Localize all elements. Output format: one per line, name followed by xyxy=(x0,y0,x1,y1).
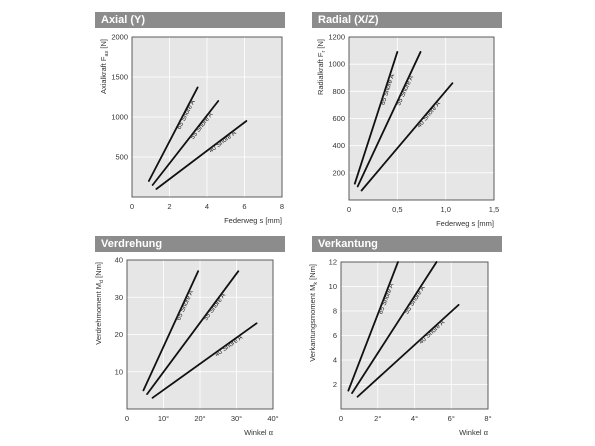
x-tick-label: 30° xyxy=(231,414,242,423)
y-tick-label: 10 xyxy=(115,367,123,376)
y-tick-label: 500 xyxy=(115,153,128,162)
plot-border xyxy=(340,261,489,410)
y-tick-label: 30 xyxy=(115,293,123,302)
chart-panel-verdrehung: Verdrehung 0 10° 20° 30° 40° 10 20 30 40 Winkel α… xyxy=(94,236,285,444)
x-tick-label: 0 xyxy=(347,205,351,214)
y-tick-label: 4 xyxy=(333,356,337,365)
x-tick-label: 1,5 xyxy=(489,205,499,214)
y-tick-label: 400 xyxy=(332,141,345,150)
y-axis-title: Radialkraft Fr [N] xyxy=(316,39,327,95)
y-axis-title: Verkantungsmoment Mk [Nm] xyxy=(308,264,319,362)
x-tick-label: 20° xyxy=(194,414,205,423)
x-tick-label: 4° xyxy=(411,414,418,423)
series-line xyxy=(146,270,240,396)
y-tick-label: 1000 xyxy=(328,60,345,69)
chart-title: Axial (Y) xyxy=(95,12,285,28)
y-tick-label: 12 xyxy=(329,258,337,267)
x-axis-title: Federweg s [mm] xyxy=(224,216,282,225)
plot-border xyxy=(131,36,283,198)
x-tick-label: 0 xyxy=(130,202,134,211)
y-tick-label: 40 xyxy=(115,256,123,265)
chart-title: Radial (X/Z) xyxy=(312,12,502,28)
x-tick-label: 6 xyxy=(242,202,246,211)
x-tick-label: 40° xyxy=(267,414,278,423)
series-line xyxy=(351,261,438,394)
y-tick-label: 2 xyxy=(333,380,337,389)
chart-panel-axial: Axial (Y) 0 2 4 6 8 500 1000 1500 2000 Federweg s… xyxy=(95,12,285,226)
x-tick-label: 4 xyxy=(205,202,209,211)
series-line xyxy=(151,322,258,399)
chart-plot: 0 2° 4° 6° 8° 2 4 6 8 10 12 Winkel α Verkantungsmome… xyxy=(308,258,492,438)
x-tick-label: 0 xyxy=(339,414,343,423)
y-tick-label: 800 xyxy=(332,87,345,96)
series-line xyxy=(353,51,399,185)
series-line xyxy=(155,120,248,190)
y-tick-label: 600 xyxy=(332,114,345,123)
x-tick-label: 1,0 xyxy=(440,205,450,214)
y-tick-label: 10 xyxy=(329,282,337,291)
series-line xyxy=(151,100,220,186)
x-tick-label: 2 xyxy=(167,202,171,211)
chart-title: Verdrehung xyxy=(95,236,285,252)
y-tick-label: 1000 xyxy=(111,113,128,122)
x-tick-label: 8° xyxy=(484,414,491,423)
chart-plot: 0 2 4 6 8 500 1000 1500 2000 Federweg s [mm] Axial… xyxy=(99,33,284,226)
chart-plot: 0 10° 20° 30° 40° 10 20 30 40 Winkel α Verdrehmome… xyxy=(94,256,279,438)
series-line xyxy=(356,303,460,398)
chart-panel-radial: Radial (X/Z) 0 0,5 1,0 1,5 200 400 600 800 1000 1… xyxy=(312,12,502,229)
x-tick-label: 10° xyxy=(158,414,169,423)
x-tick-label: 2° xyxy=(374,414,381,423)
y-tick-label: 20 xyxy=(115,330,123,339)
series-line xyxy=(360,82,454,192)
y-tick-label: 2000 xyxy=(111,33,128,42)
plot-border xyxy=(126,259,274,410)
chart-panel-verkantung: Verkantung 0 2° 4° 6° 8° 2 4 6 8 10 12 Winkel α Verk… xyxy=(308,236,502,444)
chart-plot: 0 0,5 1,0 1,5 200 400 600 800 1000 1200 Federweg s… xyxy=(316,33,499,229)
series-line xyxy=(147,86,199,182)
x-axis-title: Federweg s [mm] xyxy=(436,219,494,228)
x-axis-title: Winkel α xyxy=(244,428,274,437)
x-tick-label: 6° xyxy=(448,414,455,423)
y-tick-label: 1200 xyxy=(328,33,345,42)
y-axis-title: Axialkraft Fax [N] xyxy=(99,39,110,94)
plot-border xyxy=(348,36,495,201)
y-tick-label: 6 xyxy=(333,331,337,340)
y-tick-label: 1500 xyxy=(111,73,128,82)
chart-title: Verkantung xyxy=(312,236,502,252)
y-tick-label: 200 xyxy=(332,168,345,177)
y-tick-label: 8 xyxy=(333,307,337,316)
series-line xyxy=(356,51,422,188)
x-axis-title: Winkel α xyxy=(459,428,489,437)
x-tick-label: 0 xyxy=(125,414,129,423)
series-line xyxy=(347,261,399,392)
series-line xyxy=(142,270,200,392)
y-axis-title: Verdrehmoment Md [Nm] xyxy=(94,262,105,345)
x-tick-label: 8 xyxy=(280,202,284,211)
x-tick-label: 0,5 xyxy=(392,205,402,214)
